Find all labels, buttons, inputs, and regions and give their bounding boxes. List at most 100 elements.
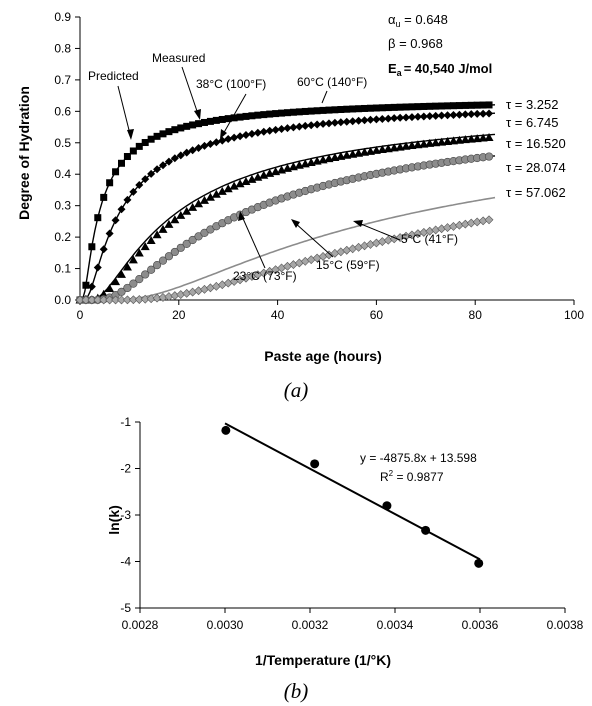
temp-arrow-38c: [221, 93, 247, 137]
data-point-23c: [194, 199, 204, 208]
data-point-38c: [372, 115, 381, 124]
data-point-15c: [123, 283, 132, 293]
data-point-60c: [212, 116, 220, 124]
data-point-5c: [87, 295, 97, 305]
y-tick-label: 0.8: [54, 41, 71, 55]
data-point-15c: [484, 152, 494, 161]
arrhenius-chart-y-axis-title: ln(k): [106, 505, 122, 535]
tau-label-38c: τ = 6.745: [506, 115, 558, 130]
data-point-60c: [117, 159, 125, 167]
data-point-5c: [360, 241, 369, 251]
data-point-38c: [123, 195, 132, 204]
x-tick-label: 40: [271, 308, 285, 322]
data-point-60c: [378, 104, 386, 112]
data-point-5c: [377, 237, 387, 247]
data-point-38c: [407, 113, 416, 122]
data-point-60c: [343, 105, 351, 113]
temp-arrow-60c: [321, 90, 328, 104]
x-tick-label: 0.0034: [377, 618, 414, 632]
data-point-60c: [355, 105, 363, 113]
tau-label-15c: τ = 28.074: [506, 160, 566, 175]
data-point-23c: [188, 202, 198, 211]
data-point-15c: [194, 232, 203, 241]
data-point-60c: [444, 102, 452, 110]
data-point-60c: [206, 117, 214, 125]
data-point-38c: [129, 187, 138, 196]
temp-arrowhead-23c: [238, 211, 245, 221]
y-tick-label: 0.7: [54, 73, 71, 87]
data-point-38c: [419, 112, 428, 121]
data-point-23c: [182, 206, 192, 215]
data-point-60c: [82, 281, 90, 289]
data-point-60c: [313, 107, 321, 115]
data-point-38c: [164, 157, 173, 166]
data-point-5c: [354, 242, 364, 252]
data-point-38c: [141, 175, 150, 184]
data-point-60c: [94, 214, 102, 222]
data-point-38c: [289, 123, 298, 132]
arrhenius-chart-x-ticks: 0.0028 0.0030 0.0032 0.0034 0.0036 0.0038: [122, 608, 584, 632]
data-point-23c: [105, 283, 115, 292]
data-point-5c: [122, 295, 132, 305]
data-point-38c: [218, 136, 227, 145]
data-point-38c: [135, 181, 144, 190]
tau-label-23c: τ = 16.520: [506, 136, 566, 151]
temp-arrowhead-5c: [353, 220, 363, 227]
y-tick-label: 0.6: [54, 104, 71, 118]
data-point-60c: [135, 142, 143, 150]
data-point-60c: [337, 106, 345, 114]
data-point-38c: [467, 110, 476, 119]
data-point-15c: [176, 243, 185, 252]
x-tick-label: 0.0038: [547, 618, 584, 632]
y-tick-label: -3: [120, 508, 131, 522]
data-point-23c: [247, 174, 257, 183]
measured-arrow: [181, 66, 200, 118]
y-tick-label: -1: [120, 415, 131, 429]
predicted-arrowhead: [127, 129, 134, 140]
arrhenius-chart: 0.0028 0.0030 0.0032 0.0034 0.0036 0.0038 -1-…: [106, 415, 584, 668]
data-point-60c: [349, 105, 357, 113]
temp-label-23c: 23°C (73°F): [233, 269, 297, 283]
r-squared: R2 = 0.9877: [380, 469, 444, 484]
x-tick-label: 0.0032: [292, 618, 329, 632]
data-point-60c: [141, 139, 149, 147]
data-point: [382, 501, 392, 511]
data-point-60c: [272, 110, 280, 118]
data-point-15c: [182, 239, 191, 248]
data-point-23c: [122, 262, 132, 271]
data-point-60c: [461, 101, 469, 109]
hydration-chart-y-axis-title: Degree of Hydration: [16, 86, 32, 220]
data-point-60c: [319, 106, 327, 114]
temp-label-38c: 38°C (100°F): [196, 77, 266, 91]
data-point-60c: [283, 109, 291, 117]
data-point-60c: [301, 107, 309, 115]
data-point-5c: [93, 295, 103, 305]
y-tick-label: 0.3: [54, 199, 71, 213]
data-point-38c: [277, 124, 286, 133]
data-point-38c: [176, 151, 185, 160]
data-point-38c: [241, 131, 250, 140]
y-tick-label: -5: [120, 601, 131, 615]
data-point-60c: [384, 104, 392, 112]
data-point-38c: [473, 109, 482, 118]
y-tick-label: -2: [120, 462, 131, 476]
data-point-38c: [271, 125, 280, 134]
data-point-60c: [171, 126, 179, 134]
data-point-38c: [170, 154, 179, 163]
data-point-23c: [134, 248, 144, 257]
data-point-60c: [236, 113, 244, 121]
data-point-60c: [479, 101, 487, 109]
data-point-15c: [129, 279, 138, 288]
arrhenius-chart-x-axis-title: 1/Temperature (1/°K): [255, 652, 391, 668]
data-point-38c: [324, 119, 333, 128]
arrhenius-chart-axes: [139, 422, 565, 609]
x-tick-label: 0.0028: [122, 618, 159, 632]
data-point-38c: [425, 112, 434, 121]
data-point-38c: [449, 110, 458, 119]
data-point-60c: [123, 153, 131, 161]
y-tick-label: 0.1: [54, 262, 71, 276]
data-point-5c: [383, 235, 393, 245]
data-point-60c: [165, 128, 173, 136]
data-point-23c: [111, 277, 121, 286]
data-point-5c: [371, 238, 381, 248]
